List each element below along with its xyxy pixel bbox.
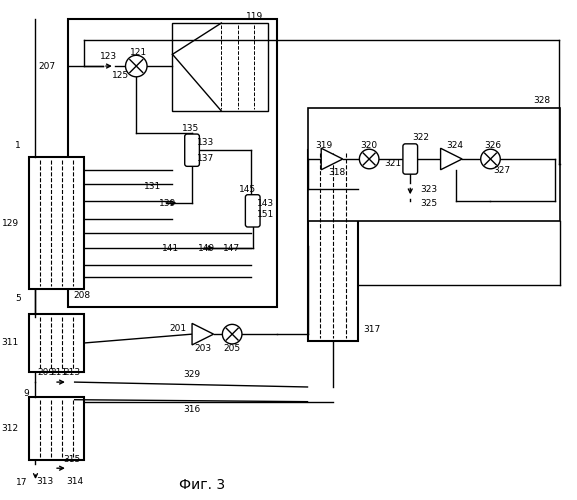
Text: 123: 123 <box>100 52 118 61</box>
Text: 203: 203 <box>194 344 211 354</box>
Text: 318: 318 <box>328 168 346 177</box>
Bar <box>29 397 84 460</box>
Text: 322: 322 <box>412 133 429 142</box>
Text: 121: 121 <box>130 48 147 57</box>
FancyBboxPatch shape <box>185 134 200 166</box>
Text: 321: 321 <box>384 160 401 168</box>
Text: 139: 139 <box>159 198 176 207</box>
Bar <box>29 157 84 289</box>
Text: 315: 315 <box>63 455 80 464</box>
Text: 311: 311 <box>2 338 19 347</box>
Text: 208: 208 <box>73 290 90 300</box>
Text: 325: 325 <box>420 198 437 207</box>
Text: 327: 327 <box>494 166 511 175</box>
Text: 147: 147 <box>223 244 240 252</box>
Text: 137: 137 <box>197 154 215 162</box>
Circle shape <box>481 149 500 169</box>
Text: 328: 328 <box>533 96 550 105</box>
Text: 207: 207 <box>38 62 55 70</box>
Text: 326: 326 <box>484 141 501 150</box>
Text: 329: 329 <box>183 370 201 379</box>
FancyBboxPatch shape <box>245 194 260 227</box>
Polygon shape <box>321 148 343 170</box>
Text: 314: 314 <box>66 478 83 486</box>
Text: 323: 323 <box>420 185 437 194</box>
Text: Фиг. 3: Фиг. 3 <box>179 478 225 492</box>
FancyBboxPatch shape <box>403 144 418 174</box>
Text: 319: 319 <box>316 141 333 150</box>
Bar <box>308 108 560 220</box>
Text: 17: 17 <box>16 478 28 488</box>
Text: 149: 149 <box>198 244 215 252</box>
Text: 313: 313 <box>37 478 54 486</box>
Bar <box>173 23 268 111</box>
Circle shape <box>126 56 147 77</box>
Text: 145: 145 <box>239 185 256 194</box>
Bar <box>29 314 84 372</box>
Text: 209: 209 <box>38 368 55 377</box>
Text: 119: 119 <box>246 12 264 21</box>
Text: 151: 151 <box>257 210 274 220</box>
Text: 5: 5 <box>15 294 21 304</box>
Text: 316: 316 <box>183 405 201 414</box>
Text: 317: 317 <box>364 325 381 334</box>
Text: 133: 133 <box>197 138 215 147</box>
Text: 131: 131 <box>144 182 162 191</box>
Text: 141: 141 <box>162 244 179 252</box>
Polygon shape <box>441 148 462 170</box>
Text: 324: 324 <box>447 141 464 150</box>
Polygon shape <box>192 324 213 345</box>
Text: 135: 135 <box>182 124 200 133</box>
Text: 201: 201 <box>170 324 187 333</box>
Text: 211: 211 <box>50 368 68 377</box>
Bar <box>308 150 358 341</box>
Text: 129: 129 <box>2 218 19 228</box>
Bar <box>68 19 277 307</box>
Text: 9: 9 <box>23 390 29 398</box>
Text: 125: 125 <box>112 72 129 80</box>
Circle shape <box>222 324 242 344</box>
Text: 205: 205 <box>224 344 241 354</box>
Text: 1: 1 <box>15 141 21 150</box>
Text: 143: 143 <box>257 198 274 207</box>
Text: 320: 320 <box>361 141 378 150</box>
Text: 312: 312 <box>2 424 19 433</box>
Circle shape <box>359 149 379 169</box>
Text: 213: 213 <box>63 368 80 377</box>
